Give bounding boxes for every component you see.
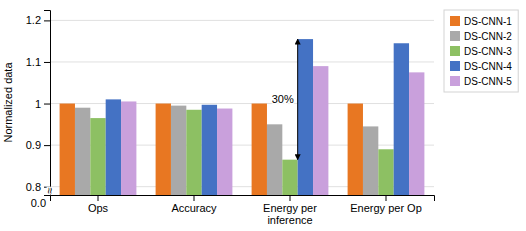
x-axis-line [51, 196, 435, 202]
grid-line [50, 20, 434, 21]
bar [156, 104, 171, 195]
bar [75, 108, 90, 195]
x-tick-label-line: Accuracy [171, 202, 217, 214]
x-tick: Accuracy [171, 195, 217, 214]
y-tick-mark [44, 62, 50, 63]
x-tick-mark [290, 195, 291, 201]
x-tick-label: Energy perinference [263, 202, 317, 226]
axis-break: ≈ [43, 188, 57, 195]
y-tick: 1.2 [26, 14, 50, 26]
axis-break-label: 0.0 [31, 197, 46, 209]
bars [60, 39, 425, 195]
bar [252, 104, 267, 195]
legend-label: DS-CNN-3 [464, 46, 512, 57]
legend-swatch [450, 76, 460, 86]
bar [60, 104, 75, 195]
x-tick-label-line: Energy per [263, 202, 317, 214]
legend-swatch [450, 31, 460, 41]
bar-series [121, 66, 424, 195]
y-tick-label: 1.2 [26, 14, 41, 26]
annotation-arrow [297, 39, 298, 160]
y-tick-mark [44, 145, 50, 146]
bar [171, 106, 186, 195]
x-axis: OpsAccuracyEnergy perinferenceEnergy per… [51, 195, 435, 226]
y-tick: 0.9 [26, 139, 50, 151]
annotation-text: 30% [272, 93, 294, 105]
bar [363, 126, 378, 195]
y-tick-label: 0.8 [26, 181, 41, 193]
bar [267, 124, 282, 195]
bar [282, 160, 297, 195]
legend-frame [444, 10, 518, 92]
y-tick-label: 1 [35, 98, 41, 110]
bar [217, 109, 232, 195]
bar [90, 118, 105, 195]
x-tick-mark [98, 195, 99, 201]
legend-swatch [450, 16, 460, 26]
y-tick-label: 1.1 [26, 56, 41, 68]
legend-swatch [450, 61, 460, 71]
y-tick: 1.1 [26, 56, 50, 68]
y-tick-label: 0.9 [26, 139, 41, 151]
bar [186, 110, 201, 195]
x-tick-label: Energy per Op [350, 202, 422, 214]
bar [394, 43, 409, 195]
y-axis-line [44, 11, 51, 196]
legend-item: DS-CNN-1 [450, 16, 512, 27]
legend: DS-CNN-1 DS-CNN-2 DS-CNN-3 DS-CNN-4 DS-CNN-5 [444, 10, 518, 92]
bar [409, 72, 424, 195]
chart-svg: 0.8 0.9 1 1.1 1.2 Ops Accuracy Energy perinfere… [0, 0, 526, 231]
y-axis: 0.8 0.9 1 1.1 1.2 [26, 11, 51, 196]
bar [378, 149, 393, 195]
legend-item: DS-CNN-4 [450, 61, 512, 72]
x-tick-label: Accuracy [171, 202, 217, 214]
bar [313, 66, 328, 195]
y-axis-title: Normalized data [2, 62, 14, 143]
legend-label: DS-CNN-1 [464, 16, 512, 27]
grid-line [50, 61, 434, 62]
x-tick-label-line: Energy per Op [350, 202, 422, 214]
y-tick-mark [44, 20, 50, 21]
x-tick: Ops [88, 195, 109, 214]
plot: 0.8 0.9 1 1.1 1.2 Ops Accuracy Energy perinfere… [2, 11, 435, 226]
x-tick: Energy per Op [350, 195, 422, 214]
x-tick-label-line: Ops [88, 202, 109, 214]
x-tick-label-line: inference [267, 214, 312, 226]
legend-label: DS-CNN-2 [464, 31, 512, 42]
bar-series [106, 39, 409, 195]
bar [106, 99, 121, 195]
legend-item: DS-CNN-5 [450, 76, 512, 87]
y-tick-mark [44, 104, 50, 105]
legend-label: DS-CNN-5 [464, 76, 512, 87]
bar [121, 101, 136, 195]
bar [348, 104, 363, 195]
bar [202, 105, 217, 195]
x-tick-mark [386, 195, 387, 201]
bar [298, 39, 313, 195]
y-tick: 1 [35, 98, 50, 110]
legend-label: DS-CNN-4 [464, 61, 512, 72]
legend-item: DS-CNN-3 [450, 46, 512, 57]
x-tick: Energy perinference [263, 195, 317, 226]
chart-container: 0.8 0.9 1 1.1 1.2 Ops Accuracy Energy perinfere… [0, 0, 526, 231]
x-tick-label: Ops [88, 202, 109, 214]
legend-swatch [450, 46, 460, 56]
x-tick-mark [194, 195, 195, 201]
legend-item: DS-CNN-2 [450, 31, 512, 42]
